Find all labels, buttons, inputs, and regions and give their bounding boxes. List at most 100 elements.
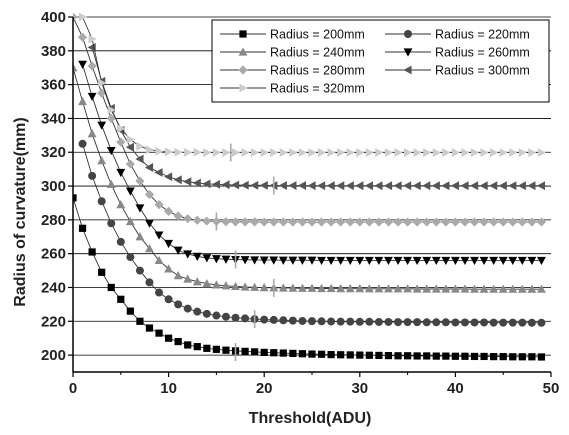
data-point-circle [88, 171, 97, 180]
data-point-triangle-right [451, 148, 460, 157]
data-point-square [184, 341, 192, 349]
data-point-square [413, 352, 421, 360]
data-point-triangle-down [460, 256, 470, 266]
data-point-square [88, 248, 96, 256]
data-point-triangle-right [337, 148, 346, 157]
data-point-triangle-up [517, 284, 527, 293]
data-point-triangle-up [470, 284, 479, 293]
legend-item: Radius = 300mm [385, 64, 530, 78]
data-point-triangle-down [345, 256, 355, 266]
data-point-circle [441, 318, 450, 327]
data-point-triangle-up [212, 280, 221, 289]
data-point-square [499, 353, 507, 361]
data-point-circle [460, 318, 469, 327]
data-point-triangle-up [173, 271, 183, 280]
data-point-triangle-right [260, 148, 269, 157]
data-point-diamond [240, 217, 250, 227]
data-point-triangle-down [288, 256, 298, 265]
data-point-triangle-up [106, 179, 116, 188]
data-point-triangle-down [498, 256, 508, 266]
data-point-circle [422, 318, 431, 327]
data-point-circle [432, 318, 441, 327]
data-point-circle [193, 307, 202, 316]
data-point-square [308, 350, 316, 358]
x-tick-label: 40 [447, 380, 464, 397]
series-radius-200mm [73, 194, 546, 361]
data-point-square [174, 337, 182, 346]
data-point-triangle-down [336, 256, 346, 266]
data-point-triangle-left [527, 181, 536, 191]
data-point-triangle-up [288, 283, 298, 292]
data-point-diamond [135, 176, 145, 186]
data-point-triangle-down [317, 256, 326, 266]
data-point-triangle-up [221, 281, 231, 290]
data-point-diamond [355, 217, 365, 227]
legend-item: Radius = 320mm [220, 82, 365, 96]
data-point-circle [346, 317, 355, 326]
data-point-diamond [202, 216, 212, 226]
data-point-triangle-up [537, 284, 546, 293]
data-point-diamond [307, 217, 317, 227]
data-point-triangle-left [383, 181, 393, 191]
legend-label: Radius = 200mm [270, 28, 365, 42]
data-point-triangle-left [536, 181, 546, 191]
data-point-diamond [536, 217, 547, 227]
data-point-diamond [422, 217, 432, 227]
data-point-square [461, 352, 469, 360]
data-point-triangle-up [451, 284, 460, 293]
data-point-triangle-right [117, 124, 126, 133]
data-point-triangle-down [87, 92, 97, 102]
data-point-diamond [297, 217, 308, 227]
data-point-square [239, 30, 247, 38]
data-point-triangle-right [193, 148, 202, 157]
data-point-triangle-up [97, 156, 107, 165]
legend-label: Radius = 240mm [270, 46, 365, 60]
data-point-triangle-down [154, 231, 164, 240]
data-point-triangle-right [490, 148, 499, 157]
data-point-triangle-right [251, 148, 260, 157]
data-point-triangle-left [230, 180, 240, 190]
data-point-circle [97, 197, 106, 206]
data-point-triangle-up [250, 282, 260, 291]
data-point-diamond [498, 217, 508, 227]
data-point-triangle-down [451, 256, 460, 266]
data-point-circle [231, 313, 240, 322]
data-point-triangle-up [259, 283, 269, 292]
data-point-diamond [288, 217, 298, 227]
data-point-triangle-down [508, 256, 518, 266]
data-point-triangle-up [422, 284, 432, 293]
data-point-square [327, 350, 335, 359]
data-point-square [136, 317, 144, 325]
data-point-square [222, 346, 230, 354]
series-radius-240mm [73, 63, 546, 293]
data-point-triangle-up [145, 243, 154, 253]
data-point-diamond [164, 206, 174, 217]
data-point-triangle-up [326, 283, 336, 293]
data-point-triangle-right [509, 148, 518, 157]
data-point-triangle-right [461, 148, 470, 157]
data-point-triangle-left [345, 181, 354, 191]
y-tick-label: 220 [41, 313, 66, 330]
data-point-square [98, 268, 106, 276]
y-tick-label: 200 [41, 347, 66, 364]
data-point-square [289, 349, 297, 358]
y-tick-label: 400 [41, 9, 66, 26]
data-point-triangle-up [164, 264, 173, 273]
data-point-triangle-up [183, 274, 193, 283]
data-point-triangle-up [240, 282, 250, 291]
data-point-triangle-left [489, 181, 498, 191]
data-point-triangle-left [202, 179, 211, 189]
data-point-triangle-left [355, 181, 364, 191]
data-point-circle [451, 318, 460, 327]
x-axis-label: Threshold(ADU) [249, 410, 372, 427]
data-point-circle [183, 304, 192, 313]
data-point-triangle-left [192, 178, 201, 188]
data-point-triangle-left [498, 181, 507, 191]
data-point-circle [413, 318, 422, 327]
data-point-triangle-right [174, 147, 183, 157]
data-point-triangle-up [527, 284, 537, 293]
data-point-triangle-right [308, 148, 317, 157]
data-point-diamond [441, 217, 451, 227]
